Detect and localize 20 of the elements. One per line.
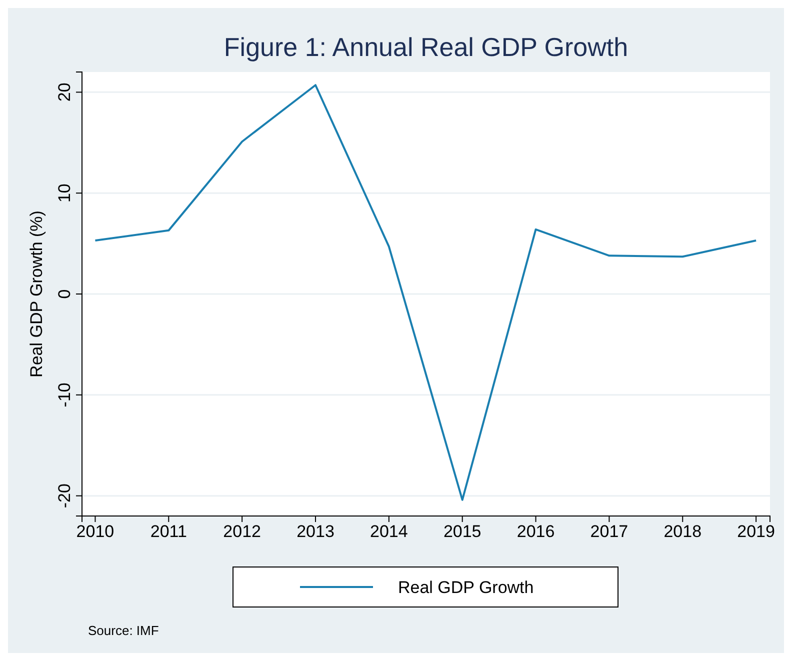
y-tick-label: -10 — [55, 382, 74, 408]
x-tick-label: 2018 — [664, 522, 702, 542]
x-tick-label: 2015 — [443, 522, 482, 542]
y-tick-label: 10 — [55, 184, 74, 203]
line-series — [94, 84, 758, 501]
x-tick-label: 2017 — [590, 522, 628, 542]
x-tick-label: 2012 — [223, 522, 261, 542]
source-note: Source: IMF — [88, 623, 159, 638]
x-tick-label: 2011 — [150, 522, 187, 542]
y-tick-label: 0 — [55, 289, 74, 299]
legend-label: Real GDP Growth — [398, 578, 534, 597]
x-tick-label: 2016 — [516, 522, 555, 542]
y-tick-label: -20 — [55, 484, 74, 508]
y-tick-label: 20 — [55, 82, 74, 102]
x-tick-label: 2013 — [296, 522, 334, 542]
y-axis-title: Real GDP Growth (%) — [27, 210, 46, 378]
chart-title: Figure 1: Annual Real GDP Growth — [224, 32, 628, 62]
x-tick-label: 2010 — [76, 522, 114, 542]
x-tick-label: 2014 — [370, 522, 408, 542]
x-tick-label: 2019 — [737, 522, 775, 542]
